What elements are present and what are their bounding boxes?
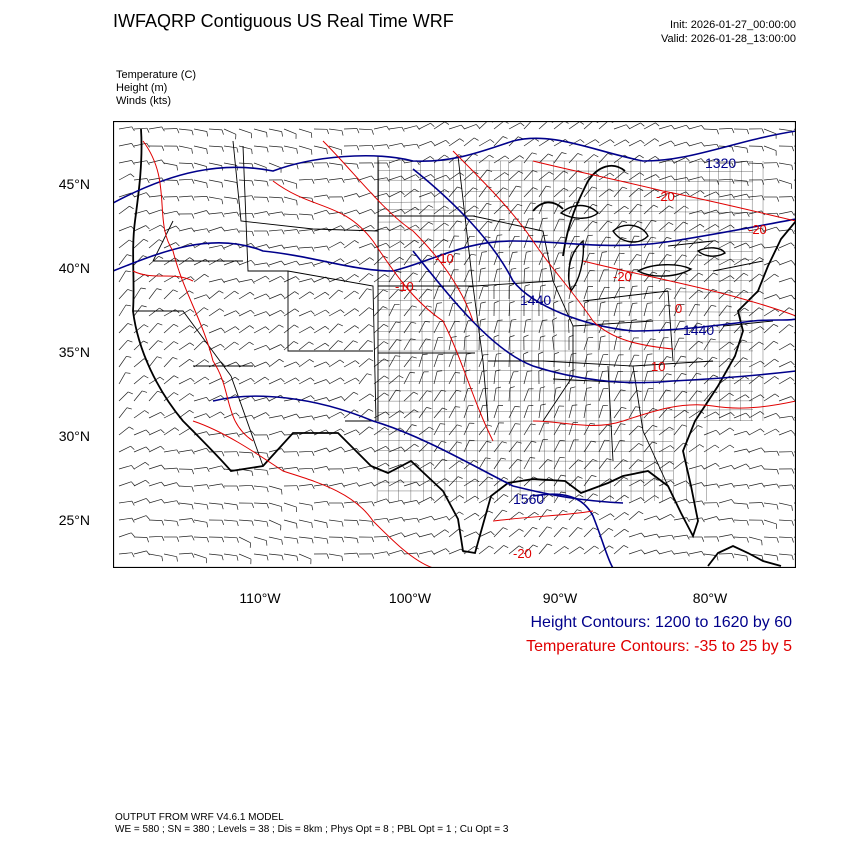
temp-label-2: -10 [435,251,454,266]
temp-label-1: -20 [656,189,675,204]
lat-label-35n: 35°N [58,344,90,360]
field-label-winds: Winds (kts) [116,95,171,107]
lat-label-45n: 45°N [58,176,90,192]
footer-settings-line: WE = 580 ; SN = 380 ; Levels = 38 ; Dis … [115,824,509,835]
temp-label-4: -20 [613,269,632,284]
wind-barbs [118,121,796,565]
weather-map: -20 -10 -10 -20 0 -20 10 -20 1320 1440 1… [113,121,796,568]
height-label-3: 1440 [683,322,714,338]
valid-time: Valid: 2026-01-28_13:00:00 [661,33,796,45]
init-time: Init: 2026-01-27_00:00:00 [670,19,796,31]
height-contours [113,130,796,568]
height-label-2: 1440 [520,292,551,308]
lon-label-110w: 110°W [239,590,281,606]
temperature-contour-note: Temperature Contours: -35 to 25 by 5 [526,638,792,655]
field-label-temperature: Temperature (C) [116,69,197,81]
field-label-height: Height (m) [116,82,168,94]
height-label-1: 1320 [705,155,736,171]
temp-label-5: 0 [675,301,682,316]
map-frame [113,121,796,568]
temperature-contour-labels: -20 -10 -10 -20 0 -20 10 -20 [395,189,767,561]
temp-label-6: -20 [748,222,767,237]
lon-label-90w: 90°W [542,590,578,606]
lon-label-100w: 100°W [388,590,432,606]
height-label-4: 1560 [513,491,544,507]
county-lines [376,160,764,502]
height-contour-note: Height Contours: 1200 to 1620 by 60 [530,614,792,631]
temp-label-8: -20 [513,546,532,561]
lat-label-30n: 30°N [58,428,90,444]
footer-model-line: OUTPUT FROM WRF V4.6.1 MODEL [115,812,284,823]
lat-label-40n: 40°N [58,260,90,276]
temperature-contours [132,140,796,568]
lat-label-25n: 25°N [58,512,90,528]
lon-label-80w: 80°W [692,590,728,606]
height-contour-labels: 1320 1440 1440 1560 [513,155,736,507]
temp-label-3: -10 [395,279,414,294]
temp-label-7: 10 [651,359,665,374]
map-title: IWFAQRP Contiguous US Real Time WRF [113,11,454,31]
